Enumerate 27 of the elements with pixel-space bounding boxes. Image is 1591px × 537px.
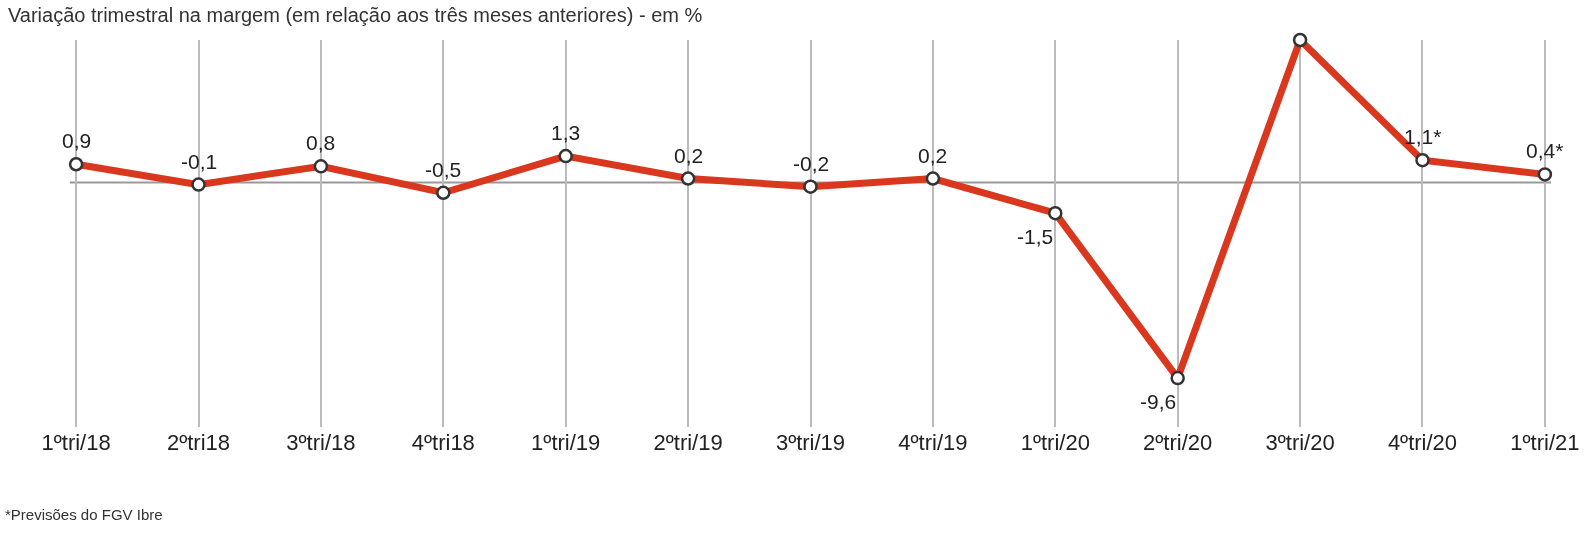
x-tick-label: 1ºtri/21 [1510, 430, 1580, 455]
x-tick-label: 3ºtri/18 [286, 430, 356, 455]
x-tick-label: 4ºtri/19 [898, 430, 968, 455]
data-label: 0,4* [1526, 139, 1564, 162]
x-tick-label: 1ºtri/18 [41, 430, 111, 455]
x-tick-label: 2ºtri/20 [1143, 430, 1213, 455]
data-label: 0,8 [306, 131, 336, 154]
x-tick-label: 4ºtri18 [411, 430, 475, 455]
data-label: -0,5 [425, 158, 462, 181]
x-tick-label: 1ºtri/20 [1020, 430, 1090, 455]
x-tick-label: 2ºtri/19 [653, 430, 723, 455]
x-tick-label: 2ºtri18 [166, 430, 231, 455]
text: *Previsões do FGV Ibre [5, 506, 163, 523]
data-label: 0,9 [62, 129, 92, 152]
x-tick-label: 3ºtri/20 [1265, 430, 1335, 455]
data-label: -1,5 [1017, 225, 1054, 248]
chart-title: Variação trimestral na margem (em relação aos três meses anteriores) - em % [7, 4, 703, 27]
x-tick-label: 3ºtri/19 [775, 430, 846, 455]
x-tick-label: 1ºtri/19 [531, 430, 601, 455]
x-tick-label: 4ºtri/20 [1387, 430, 1458, 455]
data-label: -9,6 [1140, 390, 1177, 413]
data-label: 0,2 [918, 144, 948, 167]
data-label: 0,2 [674, 144, 704, 167]
data-label: -0,2 [793, 152, 830, 175]
data-label: -0,1 [181, 150, 218, 173]
data-label: 1,1* [1404, 125, 1442, 148]
data-label: 1,3 [551, 121, 581, 144]
